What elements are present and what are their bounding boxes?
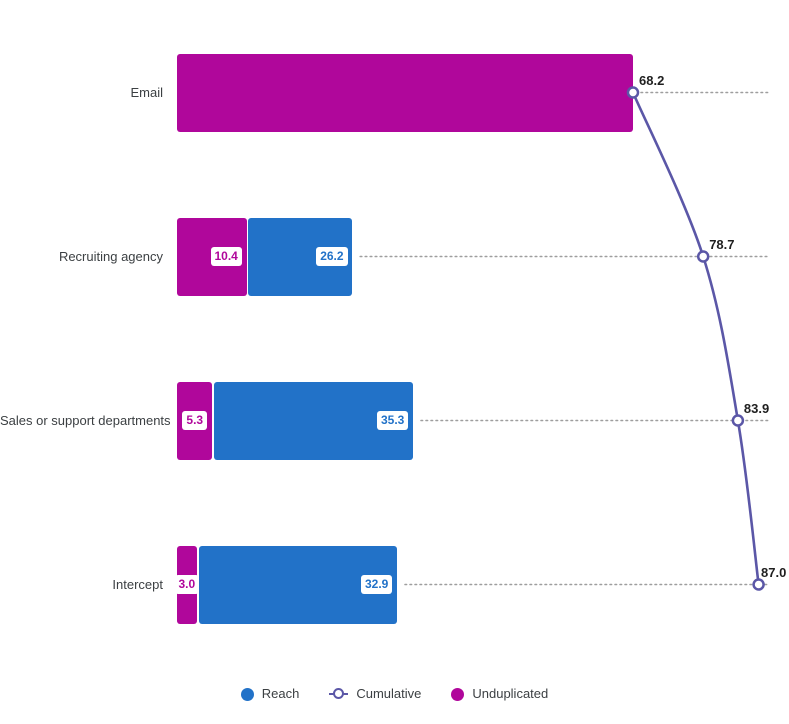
cumulative-point-label: 68.2 xyxy=(639,72,665,88)
bar-value-label-reach: 32.9 xyxy=(361,574,393,594)
bar-value-label-reach: 26.2 xyxy=(316,246,348,266)
category-label: Email xyxy=(130,84,163,100)
cumulative-line xyxy=(631,91,760,586)
cumulative-point-label: 87.0 xyxy=(761,564,787,580)
cumulative-point[interactable] xyxy=(626,86,640,99)
category-label: Intercept xyxy=(112,576,163,592)
cumulative-line-layer xyxy=(359,86,769,591)
cumulative-point[interactable] xyxy=(752,578,765,591)
unduplicated-legend-marker-icon xyxy=(451,687,465,701)
legend-item-reach[interactable]: Reach xyxy=(240,686,300,702)
bar-value-label-unduplicated: 3.0 xyxy=(174,574,200,594)
bar-value-label-unduplicated: 10.4 xyxy=(210,246,242,266)
legend-label: Reach xyxy=(261,686,300,701)
legend-label: Unduplicated xyxy=(472,686,549,701)
bar-segment-unduplicated[interactable] xyxy=(177,53,633,132)
cumulative-point[interactable] xyxy=(731,414,745,427)
reach-legend-marker-icon xyxy=(240,687,254,701)
legend-label: Cumulative xyxy=(356,686,422,701)
cumulative-point[interactable] xyxy=(696,250,710,263)
cumulative-point-label: 78.7 xyxy=(709,236,735,252)
category-label: Sales or support departments xyxy=(0,412,171,428)
chart-legend: Reach Cumulative Unduplicated xyxy=(0,684,789,704)
category-label: Recruiting agency xyxy=(58,248,163,264)
cumulative-point-label: 83.9 xyxy=(743,400,770,416)
bar-value-label-reach: 35.3 xyxy=(377,410,409,430)
legend-item-cumulative[interactable]: Cumulative xyxy=(329,686,421,702)
bar-value-label-unduplicated: 5.3 xyxy=(182,410,208,430)
legend-item-unduplicated[interactable]: Unduplicated xyxy=(451,686,548,702)
cumulative-legend-marker-icon xyxy=(329,688,349,701)
